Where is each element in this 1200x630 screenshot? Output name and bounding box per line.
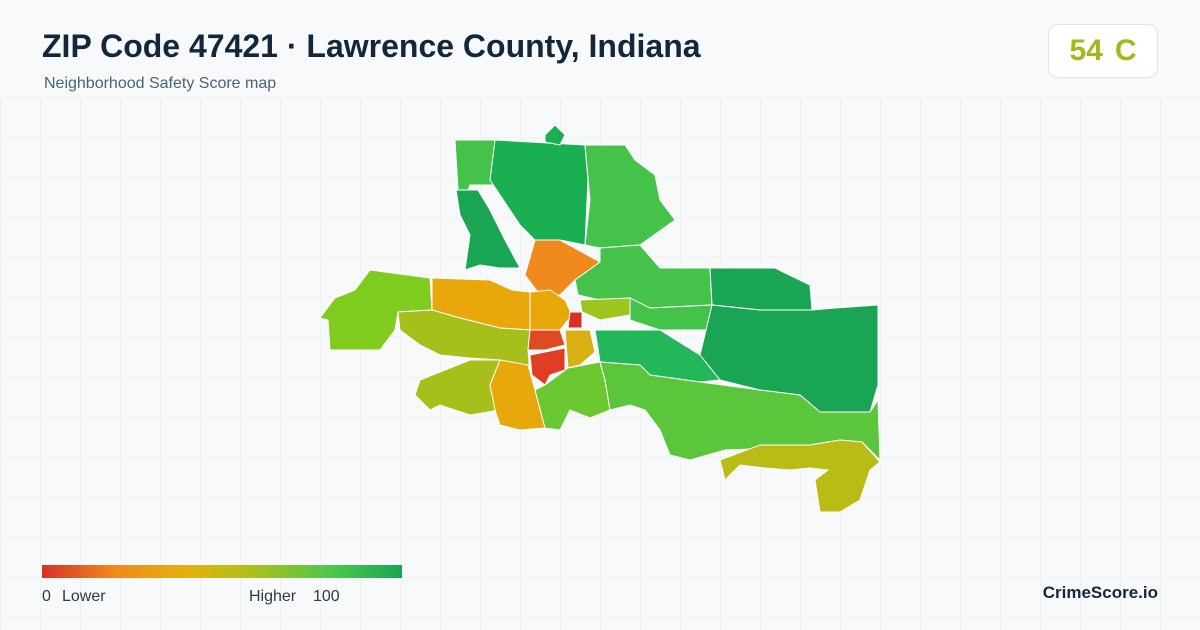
score-value: 54 (1069, 34, 1103, 67)
legend-min-label: Lower (62, 588, 106, 605)
legend-gradient (42, 565, 402, 578)
legend-min: 0 (42, 588, 51, 605)
region (527, 329, 566, 351)
region (455, 189, 521, 271)
subtitle: Neighborhood Safety Score map (44, 75, 277, 92)
legend-max-label: Higher (249, 588, 297, 605)
legend-max: 100 (313, 588, 340, 605)
region (564, 329, 596, 369)
score-badge: 54 C (1048, 24, 1158, 78)
map (319, 124, 881, 513)
region (529, 347, 566, 386)
region (584, 144, 676, 249)
region (524, 239, 601, 296)
region (567, 311, 583, 329)
score-grade: C (1114, 34, 1137, 67)
region (579, 297, 631, 321)
region (544, 124, 566, 146)
brand: CrimeScore.io (1042, 583, 1158, 602)
region (719, 439, 881, 513)
title: ZIP Code 47421 · Lawrence County, Indian… (42, 28, 701, 64)
region (534, 361, 611, 431)
region (414, 359, 501, 416)
